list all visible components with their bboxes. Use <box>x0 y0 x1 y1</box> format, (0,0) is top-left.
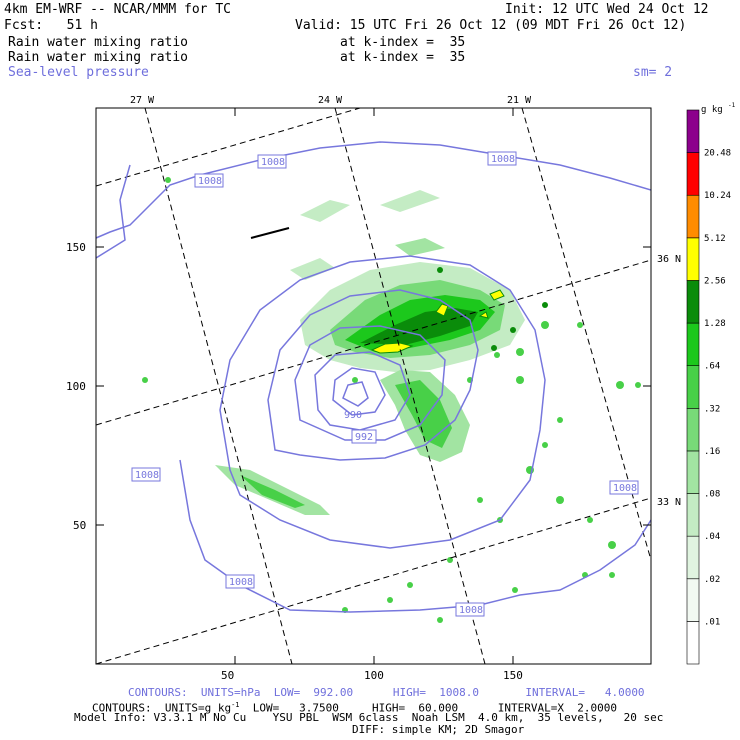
colorbar <box>686 109 700 665</box>
colorbar-swatch <box>686 578 700 622</box>
model-title: 4km EM-WRF -- NCAR/MMM for TC <box>4 2 231 17</box>
rain-streak-north-2 <box>380 190 440 212</box>
colorbar-level-label: 2.56 <box>704 276 726 286</box>
rain-band-southwest-inner <box>240 475 305 508</box>
rain-area-heavy <box>360 308 478 345</box>
field-1-name: Rain water mixing ratio <box>8 35 189 50</box>
map-frame-bg <box>96 108 651 664</box>
colorbar-swatch <box>686 408 700 452</box>
contour-label: 1008 <box>459 605 483 616</box>
contour-info-rain-rest: LOW= 3.7500 HIGH= 60.000 INTERVAL=X 2.00… <box>239 701 618 715</box>
wind-scale-bar <box>250 227 290 239</box>
colorbar-level-label: .16 <box>704 447 720 457</box>
contour-996 <box>314 351 411 431</box>
contour-labels: 1008 1008 1008 1008 1008 1008 1008 992 9… <box>131 151 639 617</box>
colorbar-unit-exponent: -1 <box>728 102 736 109</box>
contour-label: 1008 <box>229 577 253 588</box>
forecast-hour: Fcst: 51 h <box>4 18 98 33</box>
colorbar-unit: g kg <box>701 105 723 115</box>
pressure-contours <box>96 141 651 613</box>
colorbar-swatch <box>686 365 700 409</box>
lon-label-21w: 21 W <box>507 95 532 106</box>
rain-core-3 <box>489 289 505 301</box>
field-2-level: at k-index = 35 <box>340 50 466 65</box>
field-3-name: Sea-level pressure <box>8 65 149 80</box>
contour-1008-inner <box>179 459 651 613</box>
x-tick-label: 50 <box>221 669 234 682</box>
colorbar-level-label: .08 <box>704 490 720 500</box>
y-tick-label: 100 <box>66 380 86 393</box>
parallel-north <box>96 108 361 187</box>
rain-streak-north-3 <box>395 238 445 256</box>
contour-1008-ring <box>219 255 546 549</box>
colorbar-swatch <box>686 322 700 366</box>
colorbar-level-label: .01 <box>704 617 720 627</box>
diffusion-info: DIFF: simple KM; 2D Smagor <box>352 723 525 736</box>
lat-label-33n: 33 N <box>657 497 681 508</box>
x-tick-label: 150 <box>503 669 523 682</box>
colorbar-swatch <box>686 621 700 665</box>
contour-1004 <box>267 289 479 461</box>
colorbar-level-label: .02 <box>704 575 720 585</box>
field-1-level: at k-index = 35 <box>340 35 466 50</box>
contour-label: 990 <box>344 410 362 421</box>
colorbar-swatch <box>686 237 700 281</box>
colorbar-level-label: 20.48 <box>704 149 731 159</box>
meridian-24w <box>334 108 486 664</box>
colorbar-level-label: 5.12 <box>704 234 726 244</box>
rain-streak-north-1 <box>300 200 350 222</box>
colorbar-swatch <box>686 493 700 537</box>
parallel-33n <box>96 497 651 664</box>
model-info: Model Info: V3.3.1 M No Cu YSU PBL WSM 6… <box>74 711 664 724</box>
contour-label: 1008 <box>491 154 515 165</box>
y-tick-label: 150 <box>66 241 86 254</box>
lon-label-27w: 27 W <box>130 95 155 106</box>
parallel-36n <box>96 259 651 426</box>
field-2-name: Rain water mixing ratio <box>8 50 189 65</box>
contour-info-rain-exp: -1 <box>231 701 240 709</box>
contour-992 <box>332 367 386 416</box>
rain-field <box>142 177 641 623</box>
contour-label: 1008 <box>613 483 637 494</box>
contour-1008-mid <box>96 164 131 259</box>
colorbar-level-label: 1.28 <box>704 319 726 329</box>
lon-label-24w: 24 W <box>318 95 343 106</box>
contour-info-pressure: CONTOURS: UNITS=hPa LOW= 992.00 HIGH= 10… <box>128 686 645 699</box>
colorbar-swatch <box>686 152 700 196</box>
rain-core-4 <box>478 311 489 319</box>
meridian-27w <box>144 108 293 664</box>
contour-1008-outer <box>96 141 651 239</box>
colorbar-level-label: .64 <box>704 362 720 372</box>
colorbar-labels: 20.48 10.24 5.12 2.56 1.28 .64 .32 .16 .08 .04 .02… <box>704 149 731 628</box>
x-tick-label: 100 <box>364 669 384 682</box>
rain-streak-northwest <box>290 258 335 280</box>
axis-ticks <box>96 108 651 664</box>
lat-label-36n: 36 N <box>657 254 681 265</box>
contour-label: 1008 <box>135 470 159 481</box>
contour-1000 <box>294 325 446 441</box>
y-tick-label: 50 <box>73 519 86 532</box>
smoothing-label: sm= 2 <box>633 65 673 80</box>
colorbar-swatch <box>686 535 700 580</box>
contour-990 <box>342 381 369 407</box>
colorbar-level-label: 10.24 <box>704 191 731 201</box>
rain-core-1 <box>370 342 414 354</box>
contour-label: 1008 <box>261 157 285 168</box>
contour-info-rain: CONTOURS: UNITS=g kg-1 LOW= 3.7500 HIGH=… <box>92 699 617 715</box>
contour-label: 1008 <box>198 176 222 187</box>
colorbar-level-label: .32 <box>704 404 720 414</box>
scattered-cells <box>142 177 641 623</box>
contour-label: 992 <box>355 432 373 443</box>
colorbar-swatch <box>686 280 700 324</box>
colorbar-swatch <box>686 109 700 153</box>
colorbar-swatch <box>686 194 700 239</box>
init-time: Init: 12 UTC Wed 24 Oct 12 <box>505 2 709 17</box>
colorbar-swatch <box>686 450 700 494</box>
scattered-cells-dark <box>437 267 548 351</box>
contour-info-rain-prefix: CONTOURS: UNITS=g kg <box>92 701 232 715</box>
colorbar-level-label: .04 <box>704 532 720 542</box>
valid-time: Valid: 15 UTC Fri 26 Oct 12 (09 MDT Fri … <box>295 18 687 33</box>
